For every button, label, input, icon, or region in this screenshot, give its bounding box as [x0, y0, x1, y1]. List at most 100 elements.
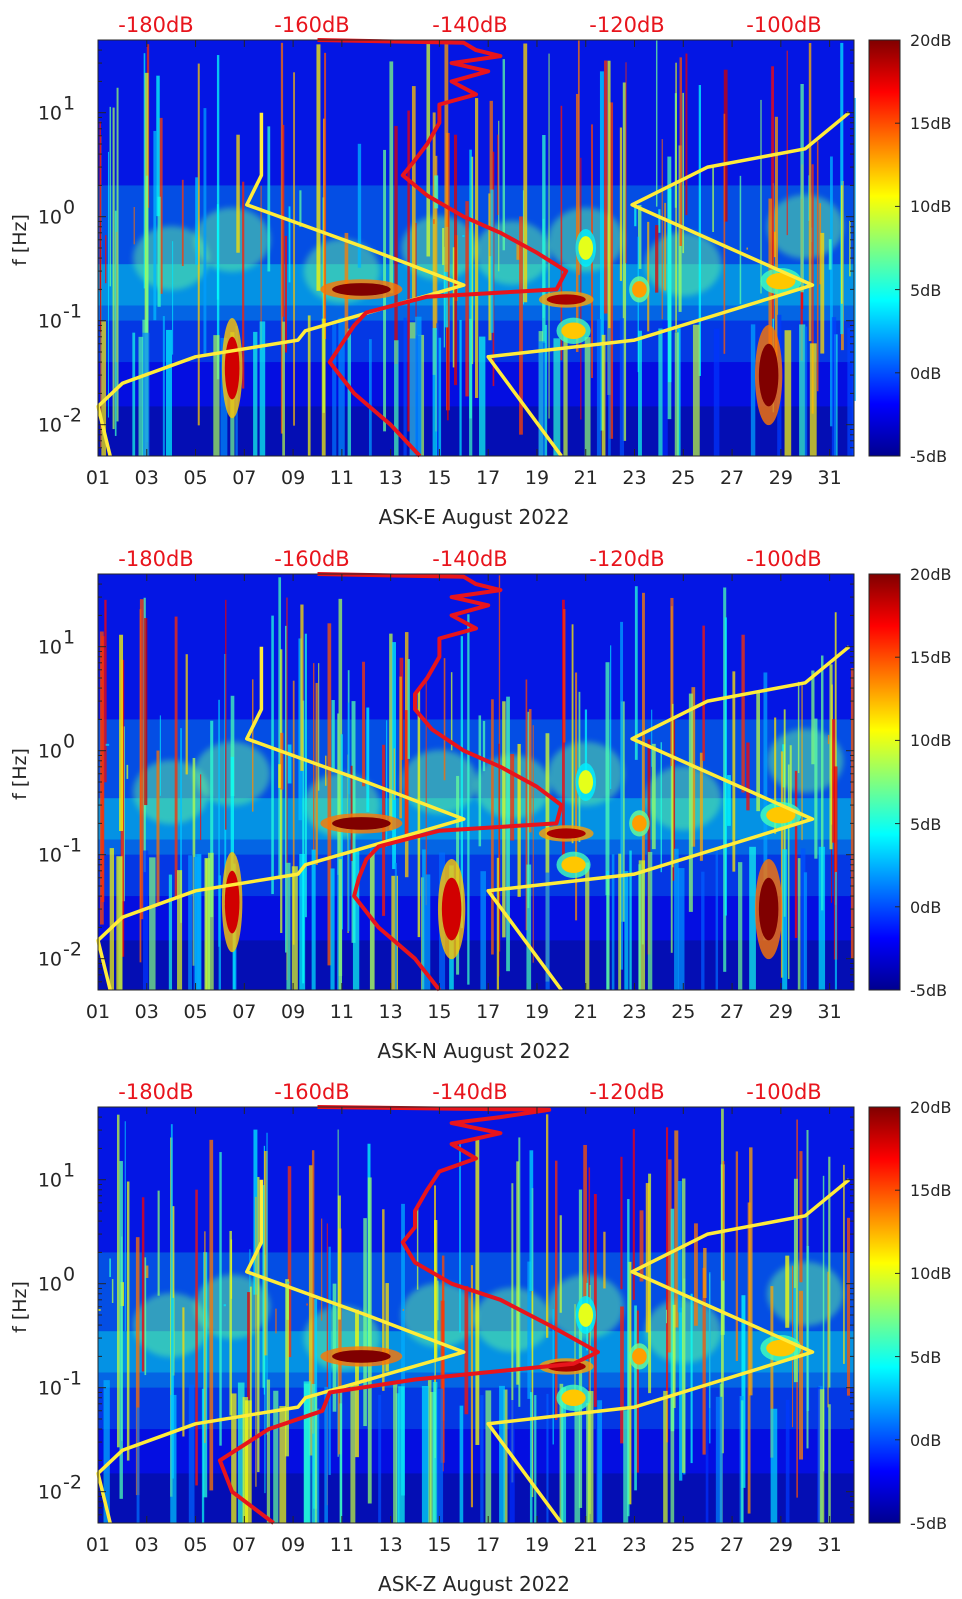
spectrogram-streak	[284, 235, 287, 353]
spectrogram-streak	[135, 1237, 140, 1496]
spectrogram-streak	[411, 86, 416, 302]
spectrogram-streak	[462, 235, 465, 238]
y-tick-label: 10	[38, 1170, 62, 1192]
panel-ask-z: 01 03 05 07 09 11 13 15 17 19 21 23 25 27 29 3110-210-1…	[9, 1080, 952, 1596]
spectrogram-column	[332, 320, 337, 456]
spectrogram-streak	[699, 752, 703, 861]
hotspot	[578, 770, 594, 794]
spectrogram-streak	[799, 1290, 804, 1460]
x-tick-label: 01	[86, 467, 110, 489]
spectrogram-streak	[637, 236, 639, 373]
spectrogram-streak	[280, 42, 284, 434]
spectrogram-column	[715, 1396, 723, 1523]
spectrogram-column	[485, 1390, 492, 1523]
spectrogram-streak	[627, 1199, 630, 1517]
colorbar-label: -5dB	[910, 981, 947, 1000]
x-axis-label: ASK-N August 2022	[377, 1039, 570, 1063]
spectrogram-column	[804, 326, 808, 456]
spectrogram-streak	[223, 1304, 226, 1307]
spectrogram-streak	[195, 1189, 198, 1486]
spectrogram-column	[432, 328, 437, 456]
spectrogram-streak	[604, 60, 608, 314]
spectrogram-streak	[647, 221, 650, 332]
spectrogram-streak	[690, 1293, 693, 1464]
spectrogram-column	[662, 320, 668, 456]
spectrogram-streak	[318, 663, 320, 791]
spectrogram-column	[561, 1387, 567, 1523]
hotspot	[632, 281, 647, 298]
x-tick-label: 29	[769, 467, 793, 489]
spectrogram-column	[624, 871, 629, 990]
spectrogram-column	[291, 866, 298, 990]
spectrogram-streak	[603, 1231, 606, 1289]
spectrogram-streak	[437, 1280, 439, 1321]
spectrogram-streak	[404, 710, 409, 837]
db-label: -120dB	[589, 547, 664, 571]
spectrogram-streak	[321, 1218, 323, 1321]
hotspot	[332, 817, 391, 830]
spectrogram-streak	[337, 713, 340, 875]
spectrogram-streak	[482, 720, 486, 772]
spectrogram-streak	[739, 175, 742, 305]
x-tick-label: 07	[232, 1534, 256, 1556]
spectrogram-streak	[104, 599, 107, 783]
spectrogram-blob	[401, 216, 478, 280]
y-tick-label: 10	[38, 637, 62, 659]
spectrogram-streak	[316, 44, 321, 291]
spectrogram-streak	[774, 116, 778, 370]
axes-layer: 01 03 05 07 09 11 13 15 17 19 21 23 25 27 29 3110-210-1…	[38, 39, 854, 489]
spectrogram-streak	[133, 206, 135, 245]
spectrogram-column	[496, 857, 500, 990]
spectrogram-streak	[218, 699, 220, 947]
curve-layer	[96, 38, 851, 458]
spectrogram-streak	[528, 709, 532, 833]
spectrogram-streak	[632, 1128, 635, 1300]
spectrogram-streak	[575, 93, 579, 352]
spectrogram-streak	[627, 1261, 632, 1505]
spectrogram-streak	[647, 739, 651, 955]
spectrogram-column	[165, 329, 172, 456]
colorbar-label: 10dB	[910, 1264, 952, 1283]
spectrogram-streak	[124, 1121, 126, 1332]
spectrogram-streak	[266, 1132, 268, 1435]
spectrogram-streak	[732, 671, 736, 872]
spectrogram-column	[629, 850, 632, 990]
yellow-curve-left	[96, 646, 466, 991]
hotspot	[766, 1339, 796, 1357]
spectrogram-streak	[518, 1137, 521, 1407]
spectrogram-streak	[454, 134, 458, 386]
spectrogram-streak	[159, 117, 163, 294]
spectrogram-streak	[114, 210, 117, 436]
spectrogram-streak	[251, 679, 254, 812]
spectrogram-streak	[275, 1308, 277, 1334]
spectrogram-streak	[99, 221, 102, 333]
spectrogram-streak	[393, 748, 395, 800]
spectrogram-column	[803, 872, 808, 990]
spectrogram-streak	[670, 597, 674, 766]
spectrogram-streak	[292, 680, 295, 945]
spectrogram-column	[103, 1380, 110, 1523]
spectrogram-column	[738, 862, 743, 990]
x-tick-label: 15	[427, 1001, 451, 1023]
y-tick-exponent: -1	[63, 301, 82, 323]
spectrogram-streak	[195, 177, 198, 265]
spectrogram-streak	[702, 1267, 706, 1455]
spectrogram-streak	[665, 1309, 668, 1324]
x-tick-label: 27	[720, 467, 744, 489]
spectrogram-streak	[510, 753, 515, 841]
spectrogram-column	[713, 328, 720, 456]
spectrogram-column	[432, 1381, 438, 1523]
spectrogram-column	[415, 335, 421, 456]
x-tick-label: 25	[671, 1001, 695, 1023]
spectrogram-column	[438, 337, 442, 456]
top-db-labels: -180dB -160dB -140dB -120dB -100dB	[118, 1080, 821, 1104]
spectrogram-streak	[210, 720, 214, 918]
y-tick-label: 10	[38, 207, 62, 229]
spectrogram-column	[534, 1395, 537, 1523]
spectrogram-column	[596, 319, 602, 456]
x-tick-label: 27	[720, 1534, 744, 1556]
x-tick-label: 05	[183, 1534, 207, 1556]
spectrogram-streak	[304, 633, 307, 918]
spectrogram-streak	[741, 634, 745, 793]
spectrogram-column	[459, 1405, 464, 1523]
